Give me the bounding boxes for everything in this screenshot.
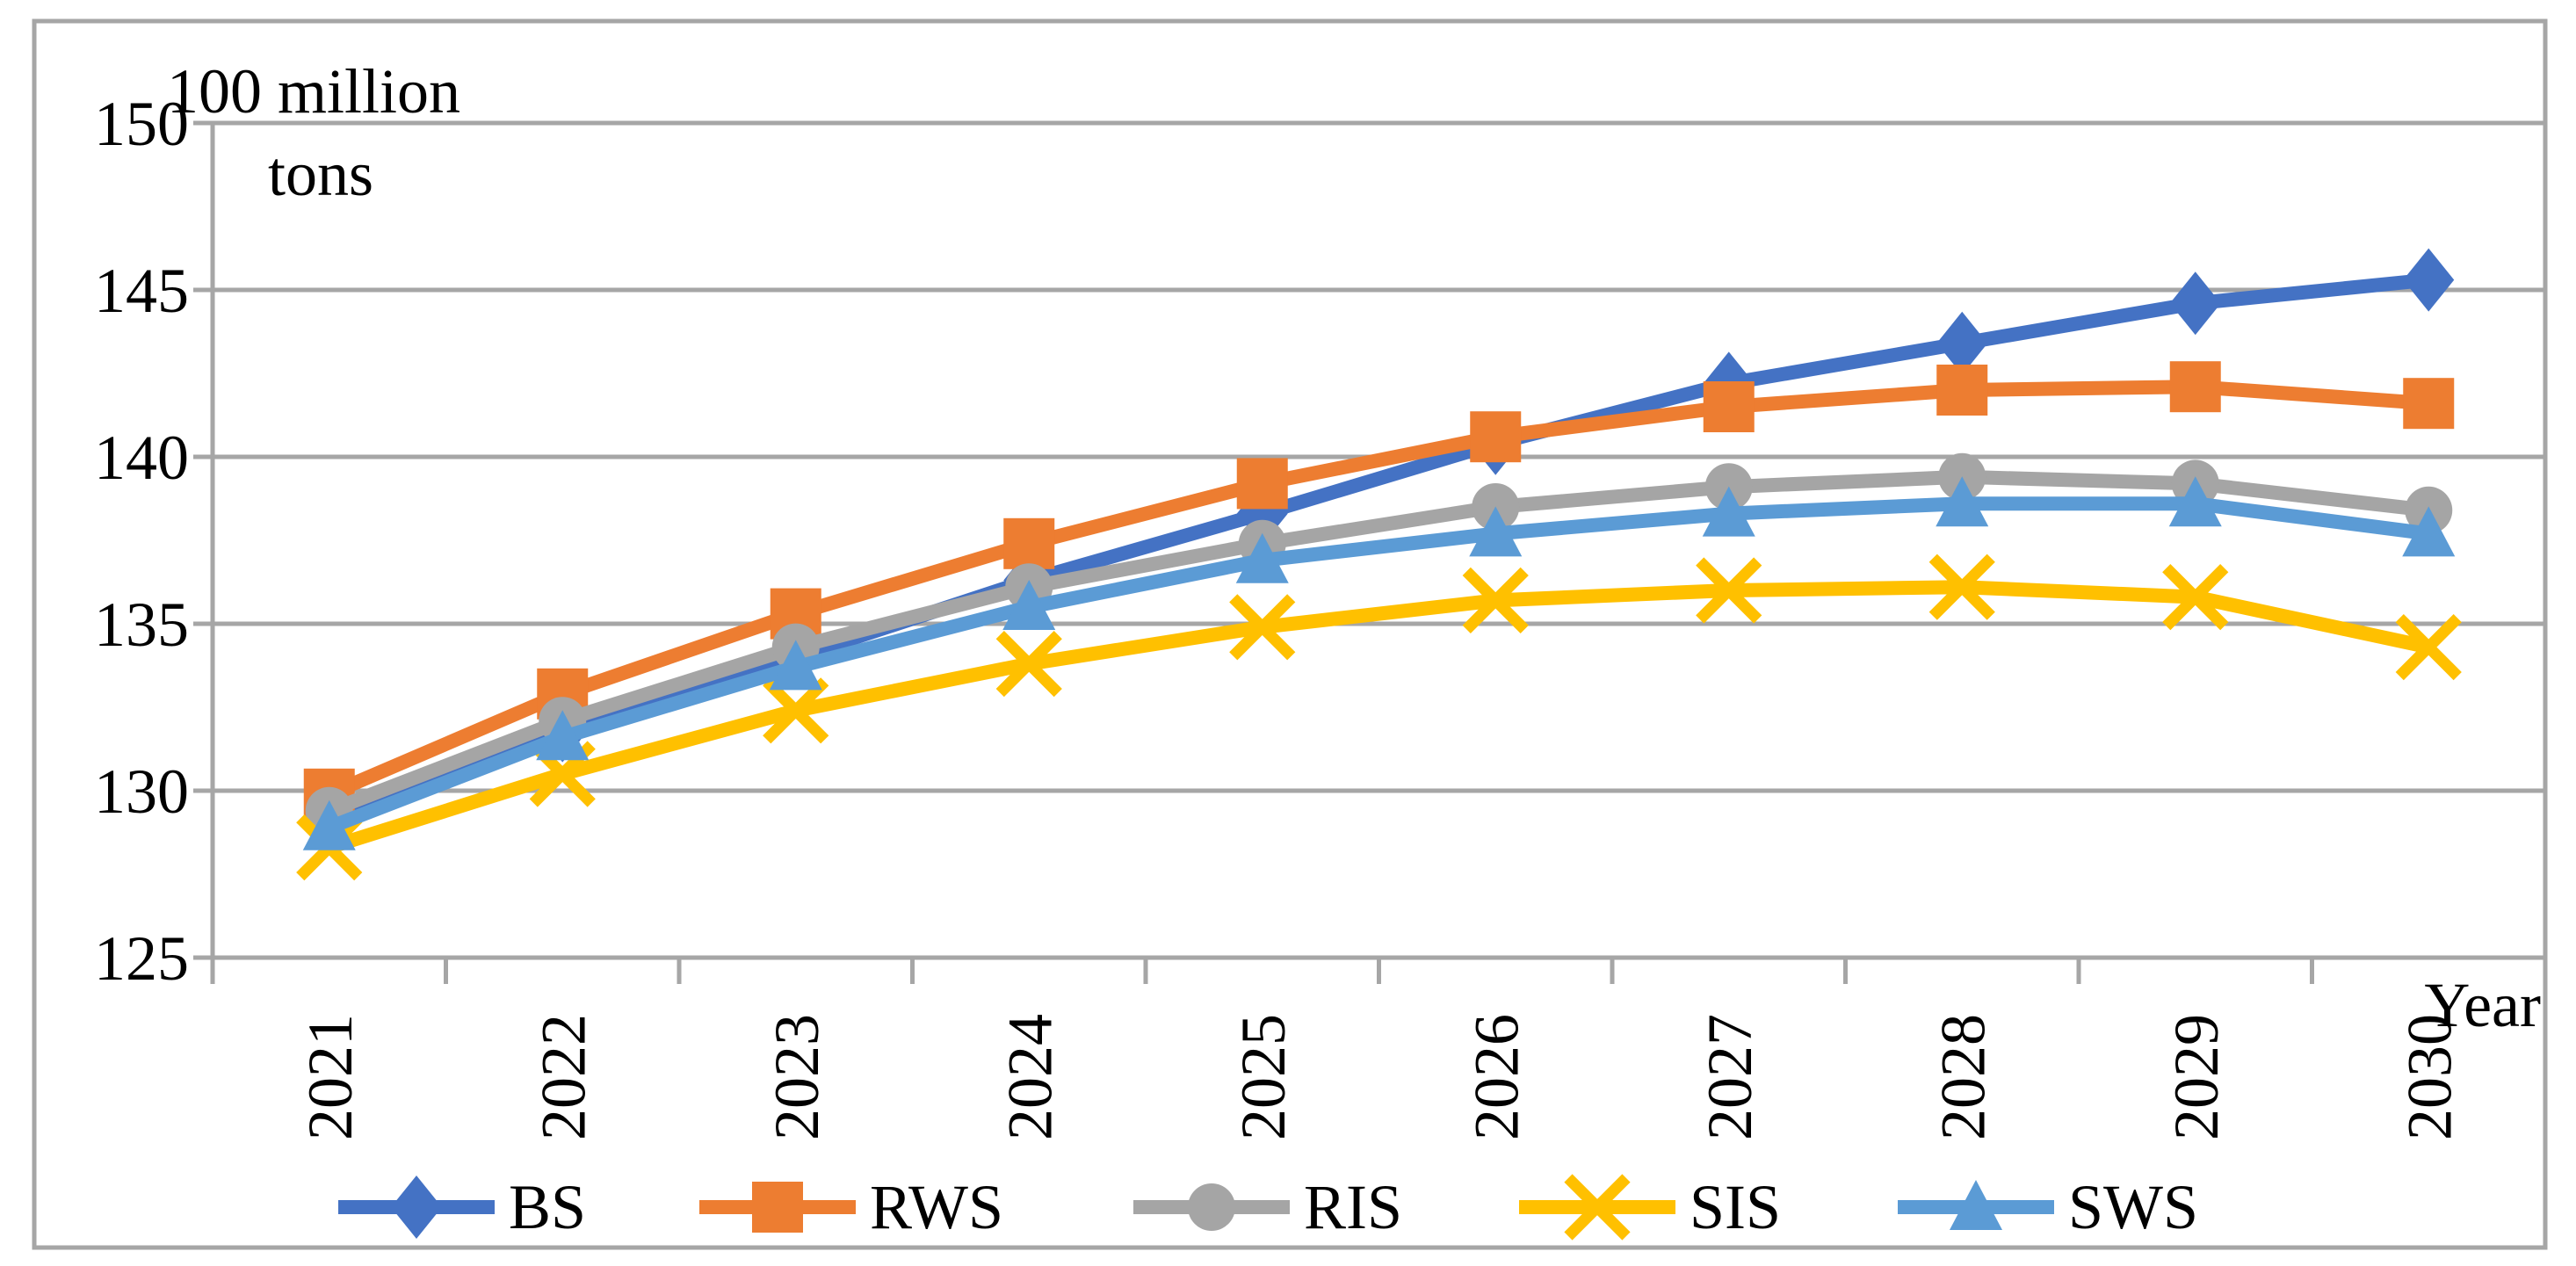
legend-RIS-marker bbox=[1188, 1183, 1235, 1231]
series-RWS-marker-2028 bbox=[1936, 365, 1988, 416]
series-SIS-marker-2030 bbox=[2395, 614, 2462, 681]
legend-RWS-label: RWS bbox=[870, 1172, 1003, 1242]
series-RWS-marker-2029 bbox=[2169, 361, 2221, 413]
y-tick-label-145: 145 bbox=[94, 256, 189, 326]
x-tick-label-2021: 2021 bbox=[295, 1014, 365, 1140]
series-SIS-marker-2027 bbox=[1696, 557, 1762, 624]
chart-border bbox=[32, 18, 2548, 1250]
x-tick-label-2030: 2030 bbox=[2394, 1014, 2464, 1140]
series-RWS-marker-2027 bbox=[1703, 381, 1755, 432]
legend-SIS-marker bbox=[1564, 1174, 1631, 1241]
series-RWS-marker-2030 bbox=[2403, 378, 2455, 430]
series-SIS-marker-2028 bbox=[1928, 553, 1995, 620]
legend-RIS-label: RIS bbox=[1304, 1172, 1402, 1242]
x-tick-label-2024: 2024 bbox=[995, 1014, 1065, 1140]
x-tick-label-2027: 2027 bbox=[1695, 1014, 1765, 1140]
series-BS-marker-2029 bbox=[2169, 271, 2221, 336]
series-SWS-marker-2028 bbox=[1936, 476, 1989, 527]
legend-SWS-marker bbox=[1950, 1180, 2002, 1230]
series-BS-marker-2028 bbox=[1936, 311, 1988, 375]
legend-SWS-label: SWS bbox=[2068, 1172, 2198, 1242]
series-SWS-marker-2021 bbox=[302, 799, 356, 850]
series-BS-marker-2030 bbox=[2403, 248, 2455, 312]
series-SIS-marker-2026 bbox=[1462, 567, 1529, 633]
series-SIS-line bbox=[327, 580, 2430, 855]
y-tick-label-140: 140 bbox=[94, 423, 189, 493]
y-tick-label-125: 125 bbox=[94, 923, 189, 994]
series-BS-line bbox=[326, 272, 2430, 831]
series-SWS-marker-2025 bbox=[1235, 532, 1289, 583]
x-tick-label-2029: 2029 bbox=[2161, 1014, 2232, 1140]
series-SWS-marker-2024 bbox=[1002, 580, 1056, 630]
y-tick-label-130: 130 bbox=[94, 756, 189, 827]
series-RWS-line bbox=[326, 380, 2429, 801]
series-RWS-marker-2024 bbox=[1003, 517, 1055, 569]
y-axis-title-line-2: tons bbox=[268, 139, 373, 209]
series-SWS-marker-2026 bbox=[1469, 506, 1523, 557]
series-SIS-marker-2029 bbox=[2162, 564, 2229, 631]
series-RWS-marker-2025 bbox=[1236, 458, 1288, 510]
series-SWS-line bbox=[326, 496, 2430, 835]
x-tick-label-2023: 2023 bbox=[762, 1014, 832, 1140]
series-SWS-marker-2027 bbox=[1702, 486, 1755, 537]
y-axis-title-line-1: 100 million bbox=[167, 56, 460, 127]
x-tick-label-2025: 2025 bbox=[1228, 1014, 1299, 1140]
series-SWS-marker-2030 bbox=[2402, 506, 2456, 557]
series-SIS-marker-2023 bbox=[763, 677, 829, 744]
series-SWS-marker-2022 bbox=[536, 710, 590, 761]
y-tick-label-150: 150 bbox=[94, 89, 189, 159]
series-SWS-marker-2023 bbox=[769, 640, 822, 691]
legend-BS-marker bbox=[391, 1176, 442, 1239]
x-tick-label-2026: 2026 bbox=[1461, 1014, 1531, 1140]
series-SWS-marker-2029 bbox=[2168, 476, 2222, 527]
legend-BS-label: BS bbox=[509, 1172, 586, 1242]
y-tick-label-135: 135 bbox=[94, 590, 189, 660]
legend-SIS-label: SIS bbox=[1690, 1172, 1781, 1242]
legend-RWS-marker bbox=[752, 1182, 803, 1233]
series-RWS-marker-2026 bbox=[1470, 411, 1522, 463]
x-axis-title: Year bbox=[2424, 970, 2541, 1040]
series-RIS-line bbox=[326, 469, 2430, 818]
x-tick-label-2022: 2022 bbox=[528, 1014, 598, 1140]
series-SIS-marker-2024 bbox=[995, 631, 1062, 698]
series-SIS-marker-2025 bbox=[1229, 594, 1296, 661]
x-tick-label-2028: 2028 bbox=[1928, 1014, 1998, 1140]
